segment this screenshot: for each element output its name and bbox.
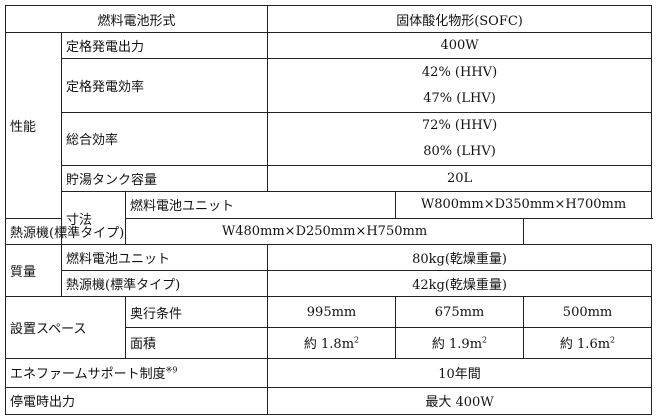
header-row: 燃料電池形式 固体酸化物形(SOFC) xyxy=(4,4,653,34)
dims-fc-label: 燃料電池ユニット xyxy=(124,191,397,219)
space-area-2: 約 1.9m2 xyxy=(395,327,525,359)
space-area-row: 面積 約 1.8m2 約 1.9m2 約 1.6m2 xyxy=(6,327,653,359)
space-area-1-unit-sup: 2 xyxy=(354,336,360,346)
total-efficiency-lhv: 80% (LHV) xyxy=(423,143,496,159)
tank-capacity-label: 貯湯タンク容量 xyxy=(60,165,269,193)
mass-fc-label: 燃料電池ユニット xyxy=(60,243,269,271)
total-efficiency-row: 総合効率 72% (HHV) 80% (LHV) xyxy=(6,111,653,167)
mass-fc-value: 80kg(乾燥重量) xyxy=(267,243,653,271)
header-type-label: 燃料電池形式 xyxy=(4,4,269,34)
dims-heat-value: W480mm×D250mm×H750mm xyxy=(124,217,525,245)
rated-efficiency-hhv: 42% (HHV) xyxy=(421,64,498,80)
total-efficiency-values: 72% (HHV) 80% (LHV) xyxy=(267,111,653,167)
space-area-3: 約 1.6m2 xyxy=(523,327,653,359)
support-note: ※9 xyxy=(165,365,178,375)
space-depth-1: 995mm xyxy=(267,296,397,329)
space-depth-row: 設置スペース 奥行条件 995mm 675mm 500mm xyxy=(5,296,653,359)
space-depth-label: 奥行条件 xyxy=(124,296,269,329)
outage-value: 最大 400W xyxy=(267,386,653,416)
space-depth-3: 500mm xyxy=(523,296,653,329)
mass-group-label: 質量 xyxy=(5,243,62,298)
space-area-2-value: 約 1.9m xyxy=(431,337,483,353)
header-type-value: 固体酸化物形(SOFC) xyxy=(267,4,653,34)
dims-heat-label: 熱源機(標準タイプ) xyxy=(5,217,126,245)
rated-output-value: 400W xyxy=(267,32,653,60)
support-label-cell: エネファームサポート制度※9 xyxy=(4,357,269,388)
space-group-label: 設置スペース xyxy=(5,296,126,359)
space-area-2-unit-sup: 2 xyxy=(482,336,488,346)
mass-fc-row: 質量 燃料電池ユニット 80kg(乾燥重量) xyxy=(5,243,653,298)
rated-output-row: 性能 定格発電出力 400W xyxy=(5,32,653,219)
dims-fc-row: 寸法 燃料電池ユニット W800mm×D350mm×H700mm xyxy=(6,191,653,245)
space-area-3-unit-sup: 2 xyxy=(610,336,616,346)
outage-row: 停電時出力 最大 400W xyxy=(4,386,653,416)
rated-efficiency-row: 定格発電効率 42% (HHV) 47% (LHV) xyxy=(6,58,653,113)
rated-output-label: 定格発電出力 xyxy=(60,32,269,60)
support-value: 10年間 xyxy=(267,357,653,388)
rated-efficiency-values: 42% (HHV) 47% (LHV) xyxy=(267,58,653,113)
spec-table: 燃料電池形式 固体酸化物形(SOFC) 性能 定格発電出力 400W 定格発電効… xyxy=(4,4,653,416)
support-label: エネファームサポート制度 xyxy=(10,367,166,383)
space-depth-2: 675mm xyxy=(395,296,525,329)
mass-heat-row: 熱源機(標準タイプ) 42kg(乾燥重量) xyxy=(6,269,653,298)
dims-fc-value: W800mm×D350mm×H700mm xyxy=(395,191,653,219)
mass-heat-label: 熱源機(標準タイプ) xyxy=(60,269,269,298)
outage-label: 停電時出力 xyxy=(4,386,269,416)
space-area-1: 約 1.8m2 xyxy=(267,327,397,359)
tank-capacity-row: 貯湯タンク容量 20L xyxy=(6,165,653,193)
rated-efficiency-label: 定格発電効率 xyxy=(60,58,269,113)
tank-capacity-value: 20L xyxy=(267,165,653,193)
mass-heat-value: 42kg(乾燥重量) xyxy=(267,269,653,298)
rated-efficiency-lhv: 47% (LHV) xyxy=(423,90,496,106)
space-area-1-value: 約 1.8m xyxy=(303,337,355,353)
space-area-3-value: 約 1.6m xyxy=(559,337,611,353)
space-area-label: 面積 xyxy=(124,327,269,359)
dims-heat-row: 熱源機(標準タイプ) W480mm×D250mm×H750mm xyxy=(5,217,652,245)
total-efficiency-label: 総合効率 xyxy=(60,111,269,167)
support-row: エネファームサポート制度※9 10年間 xyxy=(4,357,653,388)
total-efficiency-hhv: 72% (HHV) xyxy=(421,117,498,133)
performance-group-label: 性能 xyxy=(5,32,62,219)
